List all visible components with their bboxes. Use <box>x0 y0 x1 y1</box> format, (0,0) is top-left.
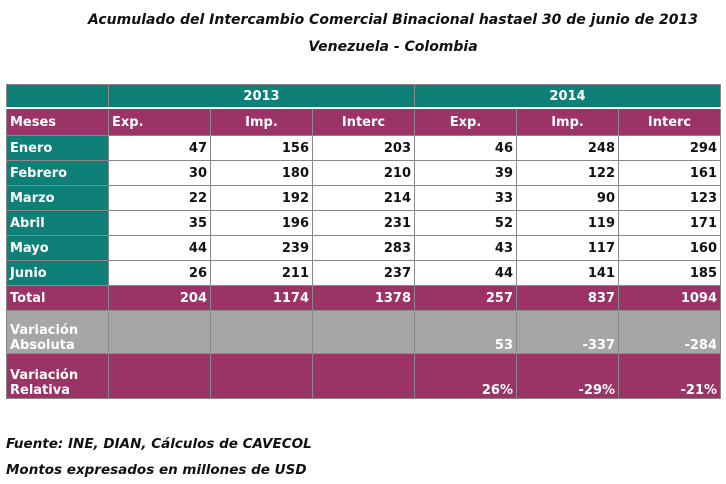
value-cell: 122 <box>516 160 620 186</box>
col-header-interc-2013: Interc <box>311 107 416 136</box>
col-header-imp-2014: Imp. <box>516 107 620 136</box>
variacion-relativa-cell <box>311 353 416 399</box>
value-cell: 119 <box>516 210 620 236</box>
value-cell: 141 <box>516 260 620 286</box>
total-row: Total 204 1174 1378 257 837 1094 <box>6 285 722 311</box>
year-corner-cell <box>6 84 109 109</box>
table-title: Acumulado del Intercambio Comercial Bina… <box>87 12 699 28</box>
month-label: Marzo <box>6 185 109 211</box>
variacion-absoluta-cell <box>210 310 313 354</box>
variacion-relativa-label: Variación Relativa <box>6 353 109 399</box>
col-header-imp-2013: Imp. <box>210 107 313 136</box>
value-cell: 294 <box>618 135 722 161</box>
variacion-absoluta-cell: 53 <box>414 310 518 354</box>
value-cell: 214 <box>311 185 416 211</box>
month-label: Abril <box>6 210 109 236</box>
variacion-absoluta-cell: -337 <box>516 310 620 354</box>
variacion-absoluta-label: Variación Absoluta <box>6 310 109 354</box>
variacion-relativa-cell <box>108 353 211 399</box>
table-row: Febrero 30 180 210 39 122 161 <box>6 160 722 186</box>
value-cell: 231 <box>311 210 416 236</box>
month-label: Mayo <box>6 235 109 261</box>
value-cell: 239 <box>210 235 313 261</box>
col-header-exp-2013: Exp. <box>108 107 211 136</box>
value-cell: 160 <box>618 235 722 261</box>
value-cell: 44 <box>108 235 211 261</box>
value-cell: 39 <box>414 160 518 186</box>
value-cell: 185 <box>618 260 722 286</box>
value-cell: 283 <box>311 235 416 261</box>
value-cell: 43 <box>414 235 518 261</box>
total-cell: 1378 <box>311 285 416 311</box>
column-header-row: Meses Exp. Imp. Interc Exp. Imp. Interc <box>6 107 722 136</box>
table-row: Marzo 22 192 214 33 90 123 <box>6 185 722 211</box>
value-cell: 26 <box>108 260 211 286</box>
value-cell: 192 <box>210 185 313 211</box>
value-cell: 210 <box>311 160 416 186</box>
col-header-interc-2014: Interc <box>618 107 722 136</box>
year-2013-header: 2013 <box>107 84 416 109</box>
total-label: Total <box>6 285 109 311</box>
total-cell: 204 <box>108 285 211 311</box>
value-cell: 90 <box>516 185 620 211</box>
value-cell: 211 <box>210 260 313 286</box>
table-row: Mayo 44 239 283 43 117 160 <box>6 235 722 261</box>
year-2014-header: 2014 <box>414 84 722 109</box>
value-cell: 35 <box>108 210 211 236</box>
col-header-exp-2014: Exp. <box>414 107 518 136</box>
value-cell: 22 <box>108 185 211 211</box>
total-cell: 837 <box>516 285 620 311</box>
value-cell: 46 <box>414 135 518 161</box>
value-cell: 248 <box>516 135 620 161</box>
value-cell: 237 <box>311 260 416 286</box>
variacion-relativa-cell: -29% <box>516 353 620 399</box>
year-header-row: 2013 2014 <box>6 84 722 109</box>
value-cell: 123 <box>618 185 722 211</box>
total-cell: 257 <box>414 285 518 311</box>
col-header-meses: Meses <box>6 107 109 136</box>
value-cell: 30 <box>108 160 211 186</box>
total-cell: 1174 <box>210 285 313 311</box>
value-cell: 44 <box>414 260 518 286</box>
table-row: Junio 26 211 237 44 141 185 <box>6 260 722 286</box>
table-row: Abril 35 196 231 52 119 171 <box>6 210 722 236</box>
value-cell: 47 <box>108 135 211 161</box>
month-label: Enero <box>6 135 109 161</box>
source-note: Fuente: INE, DIAN, Cálculos de CAVECOL <box>6 436 312 452</box>
value-cell: 161 <box>618 160 722 186</box>
month-label: Febrero <box>6 160 109 186</box>
variacion-absoluta-cell: -284 <box>618 310 722 354</box>
trade-table: 2013 2014 Meses Exp. Imp. Interc Exp. Im… <box>6 84 722 399</box>
value-cell: 171 <box>618 210 722 236</box>
value-cell: 156 <box>210 135 313 161</box>
total-cell: 1094 <box>618 285 722 311</box>
value-cell: 117 <box>516 235 620 261</box>
value-cell: 180 <box>210 160 313 186</box>
variacion-absoluta-cell <box>108 310 211 354</box>
value-cell: 33 <box>414 185 518 211</box>
value-cell: 203 <box>311 135 416 161</box>
variacion-relativa-row: Variación Relativa 26% -29% -21% <box>6 353 722 399</box>
table-row: Enero 47 156 203 46 248 294 <box>6 135 722 161</box>
variacion-relativa-cell: 26% <box>414 353 518 399</box>
units-note: Montos expresados en millones de USD <box>6 462 307 478</box>
variacion-relativa-cell <box>210 353 313 399</box>
variacion-absoluta-cell <box>311 310 416 354</box>
table-subtitle: Venezuela - Colombia <box>308 39 478 55</box>
value-cell: 52 <box>414 210 518 236</box>
variacion-absoluta-row: Variación Absoluta 53 -337 -284 <box>6 310 722 354</box>
month-label: Junio <box>6 260 109 286</box>
variacion-relativa-cell: -21% <box>618 353 722 399</box>
value-cell: 196 <box>210 210 313 236</box>
